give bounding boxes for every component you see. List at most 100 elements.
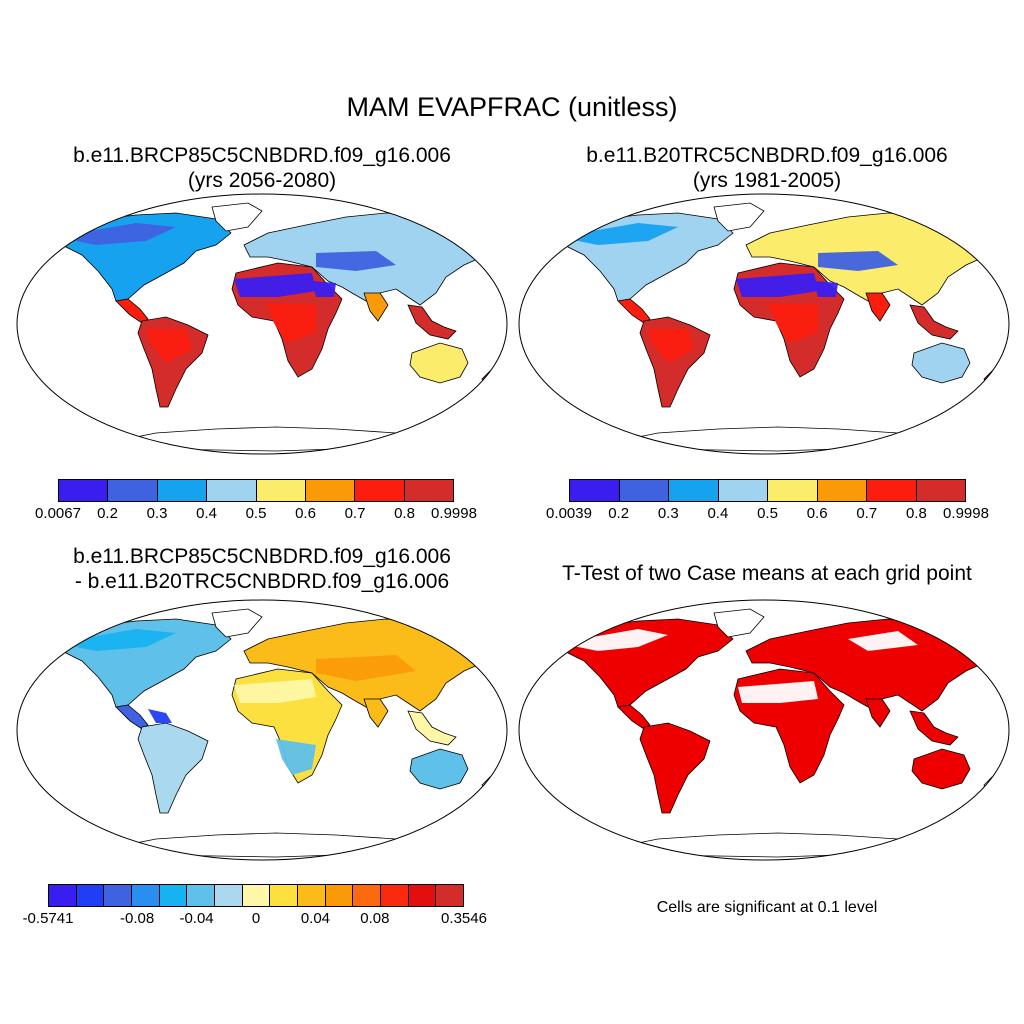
panel2-title-line2: (yrs 1981-2005) (692, 169, 842, 192)
map-region (312, 281, 336, 297)
land-antarctica (105, 832, 437, 858)
map-rcp85 (16, 193, 508, 455)
map-land-group (55, 608, 495, 858)
panel1-title-line2: (yrs 2056-2080) (187, 169, 337, 192)
land-antarctica (105, 426, 437, 452)
map-region (814, 281, 838, 297)
colorbar-label: -0.08 (120, 910, 155, 927)
colorbar-swatch (305, 480, 356, 501)
map-region (736, 273, 818, 297)
map-land-group (557, 202, 997, 452)
panel3-title: b.e11.BRCP85C5CNBDRD.f09_g16.006 - b.e11… (12, 544, 512, 594)
land-australia (409, 748, 469, 790)
map-region (266, 303, 316, 343)
colorbar-swatch (669, 480, 719, 501)
land-southAmerica (137, 722, 209, 814)
map-region (316, 655, 416, 681)
colorbar-label: 0.2 (97, 505, 118, 522)
colorbar-swatch (355, 480, 405, 501)
colorbar-rcp85 (58, 479, 454, 502)
colorbar-swatch (404, 480, 453, 501)
land-antarctica (607, 426, 939, 452)
colorbar-difference (48, 884, 464, 907)
land-greenland (713, 608, 765, 638)
colorbar-swatch (242, 885, 271, 906)
colorbar-swatch (436, 885, 464, 906)
map-region (56, 223, 176, 245)
map-border (518, 193, 1010, 455)
land-centralAmerica (617, 298, 651, 324)
colorbar-label: 0.04 (300, 910, 331, 927)
land-centralAmerica (115, 704, 149, 730)
colorbar-swatch (817, 480, 867, 501)
map-region (146, 329, 192, 363)
land-centralAmerica (115, 298, 149, 324)
map-region (738, 681, 818, 703)
colorbar-label: 0.08 (360, 910, 390, 927)
map-region (148, 709, 172, 723)
colorbar-label: -0.04 (179, 910, 214, 927)
land-antarctica (607, 832, 939, 858)
panel3-title-line1: b.e11.BRCP85C5CNBDRD.f09_g16.006 (73, 545, 451, 568)
colorbar-label: 0.3 (146, 505, 168, 522)
colorbar-label: 0.7 (856, 505, 878, 522)
land-greenland (211, 202, 263, 232)
colorbar-swatch (408, 885, 437, 906)
colorbar-swatch (325, 885, 354, 906)
colorbar-label: 0 (251, 910, 261, 927)
colorbar-swatch (187, 885, 216, 906)
colorbar-swatch (619, 480, 669, 501)
colorbar-label: 0.0067 (35, 505, 81, 522)
map-land-group (55, 202, 495, 452)
map-region (558, 629, 668, 651)
colorbar-swatch (159, 885, 188, 906)
map-border (16, 599, 508, 861)
land-seAsia (909, 710, 959, 746)
map-region (818, 251, 898, 271)
colorbar-label: 0.5 (757, 505, 778, 522)
map-region (234, 679, 316, 703)
land-australia (409, 342, 469, 384)
map-border (518, 599, 1010, 861)
land-seAsia (407, 304, 457, 340)
land-india (363, 292, 389, 322)
colorbar-label: 0.6 (295, 505, 316, 522)
land-centralAmerica (617, 704, 651, 730)
map-region (558, 223, 678, 245)
colorbar-swatch (381, 885, 409, 906)
colorbar-swatch (132, 885, 160, 906)
colorbar-label: 0.5 (245, 505, 267, 522)
panel2-title-line1: b.e11.B20TRC5CNBDRD.f09_g16.006 (586, 144, 948, 167)
colorbar-label: 0.0039 (546, 505, 592, 522)
map-region (316, 251, 396, 271)
colorbar-label: 0.7 (344, 505, 366, 522)
colorbar-label: -0.5741 (22, 910, 74, 927)
colorbar-swatch (768, 480, 818, 501)
colorbar-swatch (59, 480, 109, 501)
panel2-title: b.e11.B20TRC5CNBDRD.f09_g16.006 (yrs 198… (512, 143, 1022, 193)
panel1-title-line1: b.e11.BRCP85C5CNBDRD.f09_g16.006 (73, 144, 451, 167)
map-region (768, 303, 818, 343)
colorbar-swatch (76, 885, 105, 906)
colorbar-label: 0.4 (196, 505, 217, 522)
land-australia (911, 342, 971, 384)
panel3-title-line2: - b.e11.B20TRC5CNBDRD.f09_g16.006 (74, 570, 450, 593)
map-region (848, 631, 918, 651)
colorbar-label: 0.4 (707, 505, 729, 522)
map-ttest (518, 599, 1010, 861)
colorbar-label: 0.8 (905, 505, 927, 522)
colorbar-label: 0.6 (806, 505, 828, 522)
map-difference (16, 599, 508, 861)
colorbar-swatch (867, 480, 917, 501)
land-seAsia (407, 710, 457, 746)
panel4-title: T-Test of two Case means at each grid po… (512, 561, 1022, 586)
panel4-title-line1: T-Test of two Case means at each grid po… (562, 562, 972, 585)
colorbar-label: 0.3 (657, 505, 679, 522)
colorbar-swatch (108, 480, 158, 501)
map-region (276, 739, 316, 775)
panel1-title: b.e11.BRCP85C5CNBDRD.f09_g16.006 (yrs 20… (12, 143, 512, 193)
land-greenland (211, 608, 263, 638)
map-border (16, 193, 508, 455)
colorbar-swatch (157, 480, 208, 501)
land-india (363, 698, 389, 728)
